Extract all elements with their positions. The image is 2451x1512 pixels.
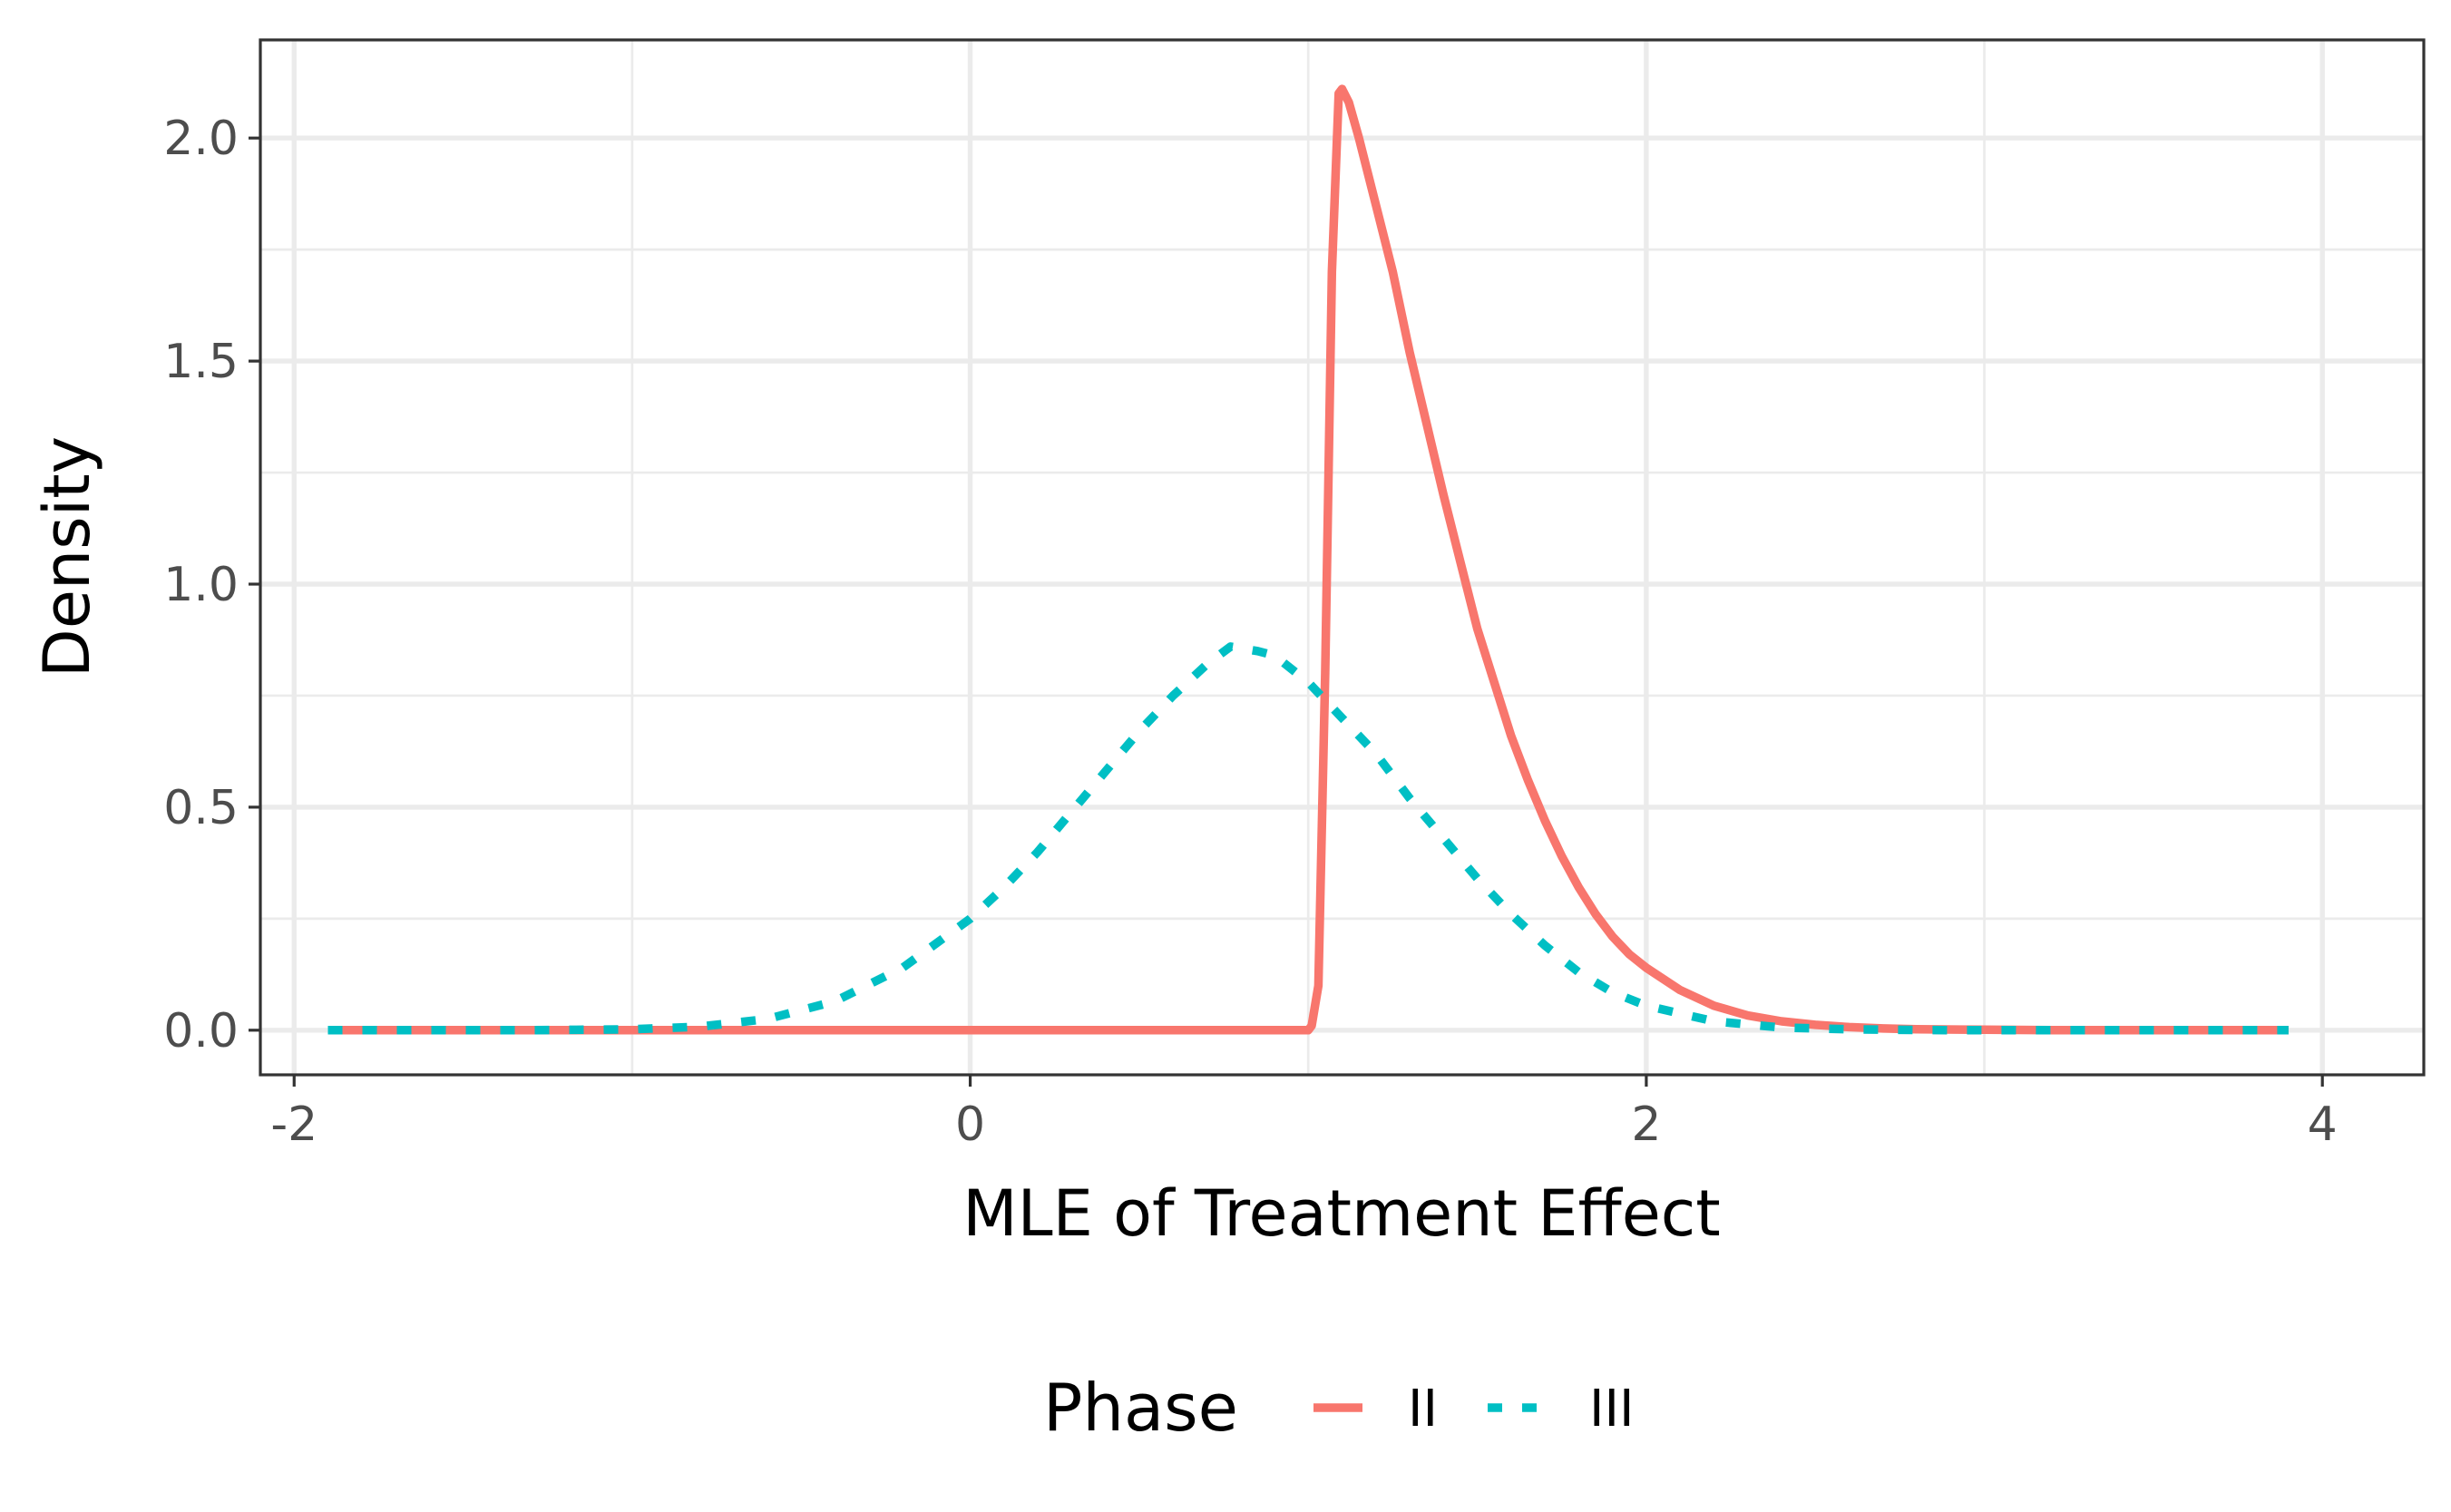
minor-gridlines — [260, 40, 2424, 1075]
plot-panel — [260, 40, 2424, 1075]
x-axis-title: MLE of Treatment Effect — [962, 1176, 1721, 1251]
y-tick-label: 1.0 — [163, 558, 239, 612]
series-line-iii — [327, 642, 2289, 1035]
y-axis-title: Density — [30, 436, 104, 678]
legend-label-ii: II — [1408, 1380, 1438, 1439]
series-line-ii — [327, 84, 2289, 1035]
x-axis: -2 0 2 4 — [270, 1075, 2338, 1152]
y-tick-label: 0.0 — [163, 1004, 239, 1058]
series-layer — [327, 84, 2289, 1035]
x-tick-label: 2 — [1631, 1097, 1661, 1152]
legend-title: Phase — [1043, 1370, 1238, 1446]
x-tick-label: 0 — [955, 1097, 985, 1152]
y-tick-label: 0.5 — [163, 781, 239, 835]
y-tick-label: 2.0 — [163, 112, 239, 166]
x-tick-label: 4 — [2308, 1097, 2338, 1152]
x-tick-label: -2 — [270, 1097, 317, 1152]
legend: Phase II III — [1043, 1370, 1635, 1446]
major-gridlines — [260, 40, 2424, 1075]
y-tick-label: 1.5 — [163, 335, 239, 389]
y-axis: 0.0 0.5 1.0 1.5 2.0 — [163, 112, 260, 1058]
legend-label-iii: III — [1589, 1380, 1635, 1439]
plot-panel-border — [259, 38, 2426, 1077]
